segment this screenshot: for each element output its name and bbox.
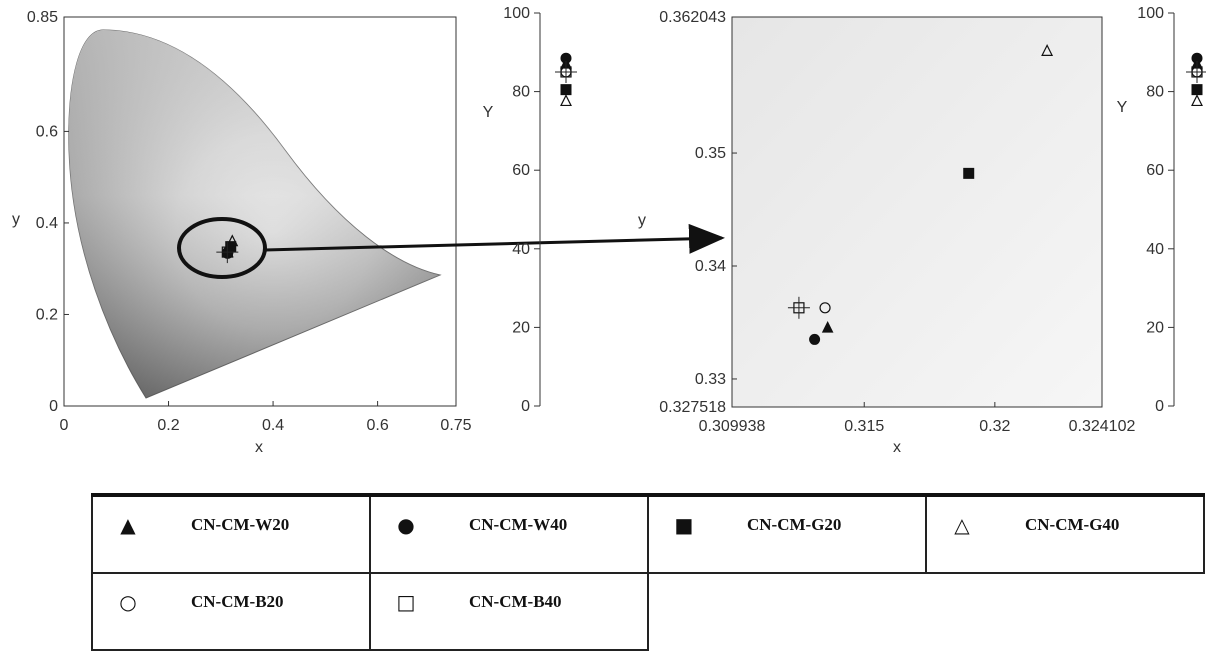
legend-empty-cell (926, 572, 1204, 650)
y-tick-label: 0.35 (695, 145, 726, 162)
y-tick-label: 0.6 (36, 123, 58, 140)
open-circle-icon: ○ (119, 590, 137, 614)
x-axis-label: x (893, 439, 901, 456)
panel0-marks (216, 234, 239, 264)
y-tick-label: 100 (1137, 5, 1164, 22)
y-tick-label: 20 (1146, 319, 1164, 336)
legend-cell-g20: ■ CN-CM-G20 (647, 493, 927, 574)
y-tick-label: 60 (1146, 162, 1164, 179)
legend-cell-g40: △ CN-CM-G40 (925, 493, 1205, 574)
panel3-marks (1186, 52, 1206, 107)
y-axis-label: y (12, 211, 20, 228)
y-tick-label: 0.34 (695, 258, 726, 275)
x-axis-label: x (255, 439, 263, 456)
highlight-ellipse (177, 217, 267, 279)
luminance-panel-left: 0 20 40 60 80 100 Y (483, 5, 577, 415)
legend-empty-cell (648, 572, 926, 650)
legend-cell-b40: □ CN-CM-B40 (369, 572, 649, 651)
data-point-cn-cm-g40 (1191, 94, 1203, 107)
filled-circle-icon: ● (397, 513, 415, 537)
x-tick-label: 0.32 (979, 418, 1010, 435)
data-point-cn-cm-g40 (226, 234, 239, 247)
y-tick-label: 20 (512, 319, 530, 336)
panel1-marks (555, 52, 577, 107)
legend-label: CN-CM-W40 (469, 515, 568, 534)
x-tick-label: 0.75 (440, 417, 471, 434)
y-tick-label: 100 (503, 5, 530, 22)
y-tick-label: 0.362043 (659, 9, 726, 26)
y-tick-label: 0.33 (695, 371, 726, 388)
y-tick-label: 0.327518 (659, 399, 726, 416)
mean-crosshair (555, 60, 577, 83)
y-tick-label: 40 (512, 241, 530, 258)
legend-table: ▲ CN-CM-W20 ● CN-CM-W40 ■ CN-CM-G20 △ CN-CM-… (91, 493, 1205, 651)
x-tick-label: 0.324102 (1069, 418, 1136, 435)
open-square-icon: □ (396, 590, 416, 614)
zoomed-chromaticity-panel: 0.327518 0.33 0.34 0.35 0.362043 0.309938 0.31… (638, 9, 1135, 456)
x-tick-label: 0.4 (262, 417, 284, 434)
legend-label: CN-CM-B40 (469, 592, 562, 611)
legend-cell-w40: ● CN-CM-W40 (369, 493, 649, 574)
y-axis-label: Y (1117, 99, 1128, 116)
y-tick-label: 80 (512, 84, 530, 101)
x-tick-label: 0.315 (844, 418, 884, 435)
data-point-cn-cm-g40 (1041, 44, 1054, 56)
panel2-ticks: 0.327518 0.33 0.34 0.35 0.362043 0.309938 0.31… (638, 9, 1135, 456)
open-triangle-icon: △ (954, 513, 970, 537)
x-tick-label: 0.6 (366, 417, 388, 434)
legend-label: CN-CM-G20 (747, 515, 842, 534)
y-tick-label: 60 (512, 162, 530, 179)
data-point-cn-cm-g40 (560, 94, 572, 107)
legend-cell-b20: ○ CN-CM-B20 (91, 572, 371, 651)
y-tick-label: 0 (521, 398, 530, 415)
y-tick-label: 0.85 (27, 9, 58, 26)
data-point-cn-cm-b20 (819, 302, 831, 314)
luminance-panel-right: 0 20 40 60 80 100 Y (1117, 5, 1206, 415)
data-point-cn-cm-w20 (821, 321, 834, 333)
x-tick-label: 0.309938 (699, 418, 766, 435)
mean-crosshair (216, 241, 239, 264)
panel1-ticks: 0 20 40 60 80 100 Y (483, 5, 541, 415)
y-tick-label: 80 (1146, 84, 1164, 101)
data-point-cn-cm-g20 (560, 84, 572, 96)
legend-cell-w20: ▲ CN-CM-W20 (91, 493, 371, 574)
filled-square-icon: ■ (674, 513, 694, 537)
y-axis-label: Y (483, 104, 494, 121)
mean-crosshair (787, 296, 810, 319)
y-tick-label: 0.2 (36, 306, 58, 323)
chromaticity-figure: 0 0.2 0.4 0.6 0.85 0 0.2 0.4 0.6 0.75 x y 0 20 40 60 80… (12, 5, 1206, 456)
x-tick-label: 0.2 (157, 417, 179, 434)
data-point-cn-cm-w40 (809, 333, 821, 345)
filled-triangle-icon: ▲ (120, 513, 136, 537)
y-axis-label: y (638, 212, 646, 229)
mean-crosshair (1186, 60, 1206, 83)
data-point-cn-cm-g20 (963, 167, 975, 179)
zoom-arrow (264, 223, 725, 254)
y-tick-label: 40 (1146, 241, 1164, 258)
y-tick-label: 0 (49, 398, 58, 415)
data-point-cn-cm-g20 (1191, 84, 1203, 96)
y-tick-label: 0.4 (36, 215, 58, 232)
panel0-ticks: 0 0.2 0.4 0.6 0.85 0 0.2 0.4 0.6 0.75 x y (12, 9, 472, 456)
legend-label: CN-CM-G40 (1025, 515, 1120, 534)
legend-label: CN-CM-W20 (191, 515, 290, 534)
chromaticity-panel: 0 0.2 0.4 0.6 0.85 0 0.2 0.4 0.6 0.75 x y (12, 9, 472, 456)
panel2-marks (787, 44, 1054, 345)
x-tick-label: 0 (60, 417, 69, 434)
legend-label: CN-CM-B20 (191, 592, 284, 611)
y-tick-label: 0 (1155, 398, 1164, 415)
panel3-ticks: 0 20 40 60 80 100 Y (1117, 5, 1175, 415)
